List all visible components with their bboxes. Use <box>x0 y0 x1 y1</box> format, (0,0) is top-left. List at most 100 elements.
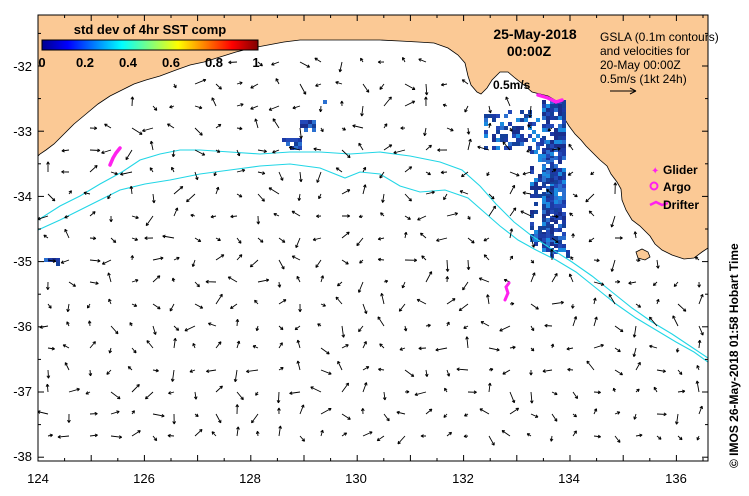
velocity-arrow <box>393 149 406 155</box>
sst-pixel <box>496 146 500 150</box>
sst-pixel <box>308 120 312 124</box>
velocity-arrow <box>502 141 511 151</box>
sst-pixel <box>558 196 562 200</box>
velocity-arrow <box>236 81 243 85</box>
velocity-arrow <box>89 281 99 285</box>
velocity-arrow <box>335 296 343 305</box>
sst-pixel <box>558 208 562 212</box>
sst-pixel <box>550 186 554 190</box>
drifter-track-west <box>108 146 122 167</box>
sst-pixel <box>534 182 538 186</box>
velocity-arrow <box>421 255 427 261</box>
velocity-arrow <box>257 149 267 154</box>
sst-pixel <box>550 190 554 194</box>
velocity-arrow <box>467 237 475 244</box>
velocity-arrow <box>628 281 637 285</box>
velocity-arrow <box>547 127 553 132</box>
velocity-arrow <box>107 272 112 283</box>
sst-pixel <box>516 118 520 122</box>
velocity-arrow <box>169 104 175 109</box>
sst-pixel <box>534 210 538 214</box>
velocity-arrow <box>146 340 154 349</box>
sst-pixel <box>558 224 562 228</box>
sst-pixel <box>538 238 542 242</box>
velocity-arrow <box>446 431 453 437</box>
sst-pixel <box>554 196 558 200</box>
sst-pixel <box>312 120 316 124</box>
sst-pixel <box>554 212 558 216</box>
velocity-arrow <box>299 435 306 442</box>
sst-pixel <box>558 152 562 156</box>
velocity-arrow <box>362 184 367 195</box>
sst-pixel <box>298 142 302 146</box>
velocity-arrow <box>145 215 154 227</box>
sst-pixel <box>516 142 520 146</box>
velocity-arrow <box>509 255 514 261</box>
velocity-arrow <box>442 103 448 108</box>
velocity-arrow <box>593 390 601 395</box>
gsla-note-line: GSLA (0.1m contours) <box>600 30 719 44</box>
sst-pixel <box>550 178 554 182</box>
velocity-arrow <box>257 193 265 202</box>
velocity-arrow <box>499 325 511 332</box>
sst-pixel <box>496 138 500 142</box>
velocity-arrow <box>171 166 175 173</box>
velocity-arrow <box>268 105 280 111</box>
velocity-arrow <box>694 256 700 261</box>
gsla-note-line: 0.5m/s (1kt 24h) <box>600 72 687 86</box>
velocity-arrow <box>526 433 532 437</box>
velocity-arrow <box>380 292 385 305</box>
velocity-arrow <box>652 281 658 287</box>
velocity-arrow <box>249 259 259 268</box>
velocity-arrow <box>47 346 55 351</box>
velocity-arrow <box>297 193 302 201</box>
velocity-arrow <box>167 433 175 438</box>
velocity-arrow <box>57 435 70 439</box>
velocity-arrow <box>488 367 494 372</box>
velocity-arrow <box>635 361 641 371</box>
velocity-arrow <box>695 380 700 393</box>
velocity-arrow <box>459 190 469 195</box>
sst-pixel <box>484 122 488 126</box>
velocity-arrow <box>635 303 642 308</box>
velocity-arrow <box>192 342 196 349</box>
sst-pixel <box>566 250 570 254</box>
velocity-arrow <box>89 341 96 349</box>
sst-pixel <box>520 118 524 122</box>
velocity-arrow <box>130 255 135 261</box>
colorbar-tick: 0.8 <box>205 55 223 70</box>
velocity-arrow <box>529 370 533 376</box>
velocity-arrow <box>530 347 535 352</box>
velocity-arrow <box>568 143 574 151</box>
sst-pixel <box>558 160 562 164</box>
velocity-arrow <box>316 171 322 183</box>
velocity-arrow <box>614 347 621 353</box>
velocity-arrow <box>205 279 217 284</box>
velocity-arrow <box>696 365 700 371</box>
sst-pixel <box>554 244 558 248</box>
velocity-arrow <box>152 193 156 204</box>
velocity-arrow <box>400 126 406 130</box>
velocity-arrow <box>61 170 70 174</box>
gsla-contour-north <box>38 149 708 359</box>
velocity-arrow <box>404 100 416 107</box>
sst-pixel <box>56 258 60 262</box>
sst-pixel <box>534 194 538 198</box>
sst-pixel <box>512 126 516 130</box>
sst-pixel <box>504 134 508 138</box>
velocity-arrow <box>362 303 368 315</box>
sst-pixel <box>300 124 304 128</box>
velocity-arrow <box>420 434 426 438</box>
sst-pixel <box>528 126 532 130</box>
sst-pixel <box>492 138 496 142</box>
velocity-arrow <box>206 369 217 373</box>
velocity-arrow <box>488 105 492 114</box>
sst-pixel <box>542 166 546 170</box>
sst-pixel <box>308 124 312 128</box>
sst-pixel <box>528 134 532 138</box>
velocity-arrow <box>467 138 472 151</box>
velocity-arrows <box>38 57 704 446</box>
sst-pixel <box>290 138 294 142</box>
sst-pixel <box>558 216 562 220</box>
velocity-arrow <box>466 127 471 135</box>
